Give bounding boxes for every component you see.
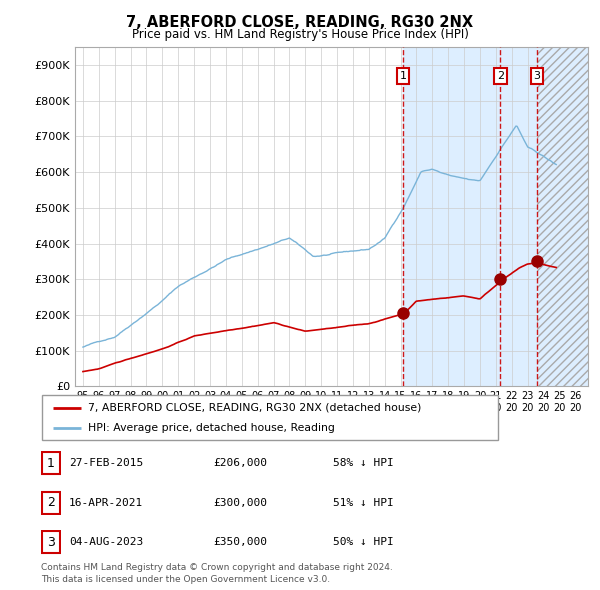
Text: HPI: Average price, detached house, Reading: HPI: Average price, detached house, Read… bbox=[88, 424, 334, 434]
Text: 3: 3 bbox=[533, 71, 541, 81]
Text: Contains HM Land Registry data © Crown copyright and database right 2024.: Contains HM Land Registry data © Crown c… bbox=[41, 563, 392, 572]
Text: 04-AUG-2023: 04-AUG-2023 bbox=[69, 537, 143, 547]
Text: 3: 3 bbox=[47, 536, 55, 549]
Text: 27-FEB-2015: 27-FEB-2015 bbox=[69, 458, 143, 468]
Text: 2: 2 bbox=[47, 496, 55, 509]
Bar bbox=[403, 47, 588, 386]
Text: 58% ↓ HPI: 58% ↓ HPI bbox=[333, 458, 394, 468]
FancyBboxPatch shape bbox=[42, 531, 59, 553]
Text: 7, ABERFORD CLOSE, READING, RG30 2NX (detached house): 7, ABERFORD CLOSE, READING, RG30 2NX (de… bbox=[88, 403, 421, 412]
Text: Price paid vs. HM Land Registry's House Price Index (HPI): Price paid vs. HM Land Registry's House … bbox=[131, 28, 469, 41]
Text: 51% ↓ HPI: 51% ↓ HPI bbox=[333, 498, 394, 507]
Text: 2: 2 bbox=[497, 71, 504, 81]
Text: 50% ↓ HPI: 50% ↓ HPI bbox=[333, 537, 394, 547]
Bar bbox=[537, 47, 588, 386]
FancyBboxPatch shape bbox=[42, 491, 59, 514]
Text: £300,000: £300,000 bbox=[213, 498, 267, 507]
FancyBboxPatch shape bbox=[42, 395, 498, 440]
Text: This data is licensed under the Open Government Licence v3.0.: This data is licensed under the Open Gov… bbox=[41, 575, 330, 584]
Text: 1: 1 bbox=[47, 457, 55, 470]
Text: 1: 1 bbox=[400, 71, 406, 81]
Text: £206,000: £206,000 bbox=[213, 458, 267, 468]
Text: 7, ABERFORD CLOSE, READING, RG30 2NX: 7, ABERFORD CLOSE, READING, RG30 2NX bbox=[127, 15, 473, 30]
Text: 16-APR-2021: 16-APR-2021 bbox=[69, 498, 143, 507]
FancyBboxPatch shape bbox=[42, 452, 59, 474]
Text: £350,000: £350,000 bbox=[213, 537, 267, 547]
